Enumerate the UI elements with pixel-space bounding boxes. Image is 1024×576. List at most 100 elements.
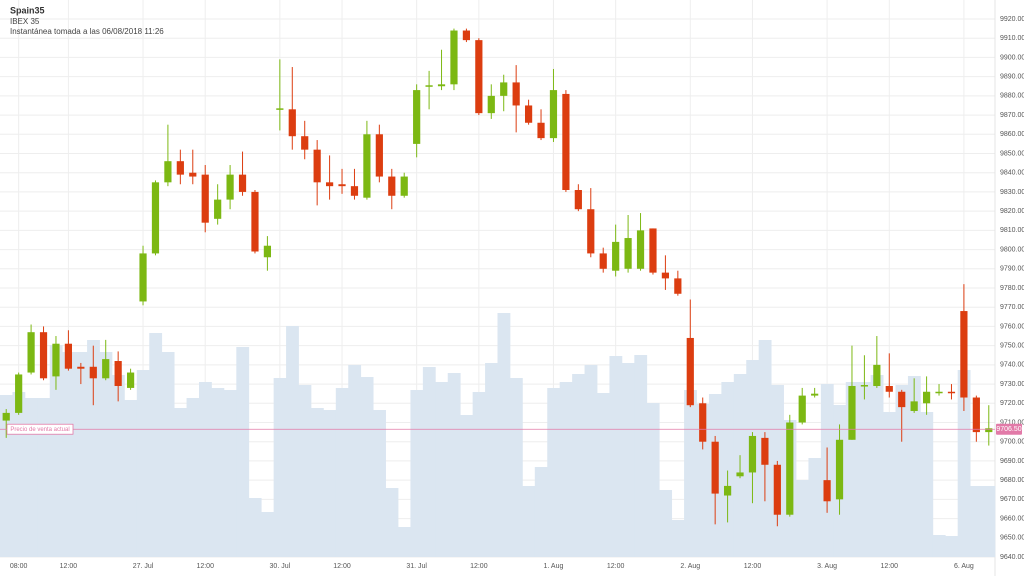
candle-body: [39, 332, 48, 379]
candle-body: [276, 108, 284, 110]
candle-body: [27, 332, 35, 373]
y-tick-label: 9770.00: [1000, 304, 1024, 311]
candle-body: [599, 253, 607, 269]
y-tick-label: 9870.00: [1000, 112, 1024, 119]
x-tick-label: 31. Jul: [406, 563, 427, 570]
candle-body: [350, 186, 359, 196]
volume-bar: [970, 486, 983, 557]
current-price-label: 9706.50: [996, 426, 1021, 433]
volume-bar: [360, 377, 374, 557]
volume-bar: [671, 520, 685, 557]
candle-body: [462, 30, 471, 41]
candle-body: [338, 184, 346, 187]
volume-bar: [37, 398, 51, 557]
candle-body: [972, 397, 980, 433]
y-tick-label: 9790.00: [1000, 266, 1024, 273]
volume-bar: [149, 333, 163, 557]
candle-body: [487, 95, 495, 114]
candle-body: [636, 230, 645, 269]
y-tick-label: 9900.00: [1000, 54, 1024, 61]
volume-bar: [982, 486, 996, 557]
volume-bar: [261, 512, 275, 557]
current-price-note-box: [6, 423, 74, 435]
volume-bar: [62, 352, 76, 557]
candle-body: [761, 437, 769, 465]
y-tick-label: 9910.00: [1000, 35, 1024, 42]
candle-body: [562, 93, 570, 191]
x-tick-label: 12:00: [196, 563, 214, 570]
candle-body: [450, 30, 458, 85]
volume-bar: [721, 382, 735, 557]
volume-bar: [111, 375, 125, 557]
y-tick-label: 9660.00: [1000, 515, 1024, 522]
candle-body: [537, 122, 545, 139]
volume-bar: [796, 480, 809, 557]
candle-body: [811, 393, 819, 396]
volume-bar: [223, 390, 237, 557]
x-tick-label: 30. Jul: [270, 563, 291, 570]
volume-bar: [895, 385, 909, 557]
volume-bar: [398, 527, 411, 557]
y-tick-label: 9760.00: [1000, 323, 1024, 330]
candle-body: [898, 391, 906, 408]
volume-bar: [597, 393, 610, 557]
volume-bar: [136, 370, 150, 557]
candle-body: [960, 311, 968, 398]
y-tick-label: 9920.00: [1000, 16, 1024, 23]
y-tick-label: 9740.00: [1000, 362, 1024, 369]
candle-body: [114, 361, 122, 386]
volume-bar: [348, 365, 362, 557]
chart-title: Spain35: [10, 5, 45, 15]
candle-body: [425, 85, 433, 87]
candle-body: [910, 401, 918, 411]
candle-body: [823, 480, 831, 502]
candle-body: [164, 161, 172, 183]
candle-body: [848, 385, 856, 440]
volume-bar: [87, 340, 100, 557]
y-tick-label: 9640.00: [1000, 554, 1024, 561]
candle-body: [922, 391, 931, 404]
volume-bar: [385, 488, 399, 557]
volume-bar: [696, 404, 710, 557]
volume-bar: [248, 498, 262, 557]
candle-body: [238, 174, 247, 192]
volume-bar: [410, 390, 424, 557]
volume-bar: [74, 352, 88, 557]
y-tick-label: 9730.00: [1000, 381, 1024, 388]
candle-body: [512, 82, 520, 106]
volume-bar: [883, 412, 896, 557]
candle-body: [400, 176, 408, 196]
volume-bar: [621, 363, 635, 557]
candle-body: [612, 241, 620, 271]
candle-body: [674, 278, 682, 294]
candle-body: [711, 441, 719, 494]
volume-bar: [0, 395, 13, 557]
chart-subtitle: IBEX 35: [10, 17, 40, 26]
x-tick-label: 12:00: [333, 563, 351, 570]
volume-bar: [12, 392, 26, 557]
candle-body: [251, 191, 259, 252]
y-tick-label: 9670.00: [1000, 496, 1024, 503]
candle-body: [835, 439, 844, 500]
volume-bar: [646, 403, 660, 557]
candle-body: [873, 364, 881, 386]
candle-body: [860, 385, 869, 387]
volume-bar: [920, 412, 934, 557]
current-price-tag: [996, 423, 1022, 435]
y-tick-label: 9710.00: [1000, 419, 1024, 426]
volume-bar: [49, 345, 63, 557]
volume-bar: [957, 370, 971, 557]
candle-body: [524, 105, 533, 123]
y-tick-label: 9850.00: [1000, 150, 1024, 157]
candle-body: [151, 182, 160, 254]
candle-body: [52, 343, 60, 377]
candle-body: [313, 149, 321, 183]
x-tick-label: 3. Aug: [817, 563, 837, 570]
volume-bar: [174, 408, 187, 557]
candle-body: [64, 343, 73, 369]
x-tick-label: 2. Aug: [680, 563, 700, 570]
candle-body: [649, 228, 657, 273]
volume-bar: [373, 410, 386, 557]
volume-bar: [273, 378, 287, 557]
x-tick-label: 08:00: [10, 563, 28, 570]
